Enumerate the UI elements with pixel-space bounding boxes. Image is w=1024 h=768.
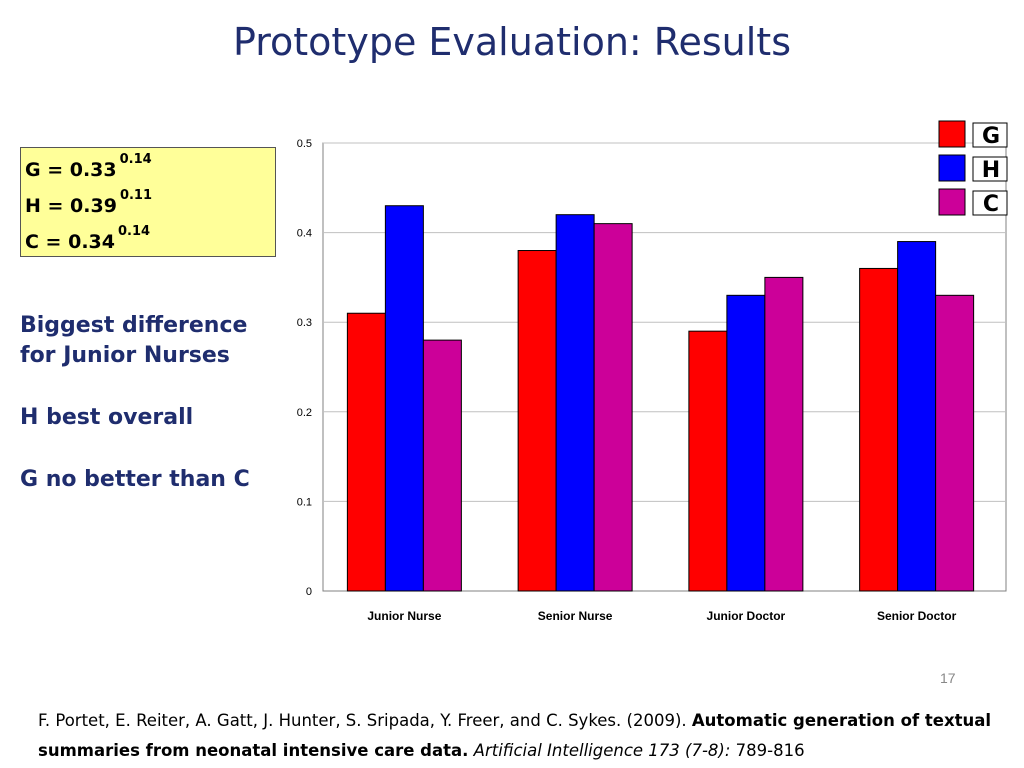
legend-label-box xyxy=(972,156,1008,182)
legend-swatch-c xyxy=(938,188,966,216)
bar-g xyxy=(688,330,728,592)
bar-g xyxy=(859,267,899,592)
citation-journal: Artificial Intelligence 173 (7-8): xyxy=(473,741,731,760)
note-biggest-difference: Biggest difference for Junior Nurses xyxy=(20,311,290,371)
legend-swatch-h xyxy=(938,154,966,182)
bar-g xyxy=(517,250,557,592)
x-tick-label: Junior Doctor xyxy=(707,609,786,623)
bar-h xyxy=(555,214,595,592)
stat-line-g: G = 0.33 0.14 xyxy=(25,152,271,188)
x-tick-label: Senior Nurse xyxy=(538,609,613,623)
bar-c xyxy=(593,223,633,592)
bar-h xyxy=(384,205,424,592)
stat-line-h: H = 0.39 0.11 xyxy=(25,188,271,224)
bar-g xyxy=(346,312,386,592)
stat-label: G = 0.33 xyxy=(25,159,117,181)
y-tick-label: 0.1 xyxy=(297,496,312,508)
note-g-no-better: G no better than C xyxy=(20,467,250,492)
note-line: for Junior Nurses xyxy=(20,343,230,368)
y-tick-label: 0 xyxy=(306,586,312,598)
legend-swatch-g xyxy=(938,120,966,148)
bar-chart: 0 0.1 0.2 0.3 0.4 0.5 Junior Nurse Senior Nurse… xyxy=(297,120,1008,623)
note-h-best: H best overall xyxy=(20,405,194,430)
bar-c xyxy=(422,339,462,592)
slide-title: Prototype Evaluation: Results xyxy=(233,20,791,64)
bar-c xyxy=(935,294,975,592)
stat-label: C = 0.34 xyxy=(25,231,115,253)
x-tick-label: Junior Nurse xyxy=(367,609,441,623)
citation-title: Automatic generation of textual summarie… xyxy=(38,711,992,760)
page-number: 17 xyxy=(940,670,956,686)
stat-label: H = 0.39 xyxy=(25,195,117,217)
citation: F. Portet, E. Reiter, A. Gatt, J. Hunter… xyxy=(38,706,998,766)
legend-label-box xyxy=(972,190,1008,216)
stat-line-c: C = 0.34 0.14 xyxy=(25,224,271,260)
y-tick-label: 0.3 xyxy=(297,317,312,329)
stat-sup: 0.14 xyxy=(119,152,152,167)
legend-label: C xyxy=(983,192,999,217)
bar-c xyxy=(764,276,804,592)
citation-pages: 789-816 xyxy=(735,741,805,760)
x-tick-label: Senior Doctor xyxy=(877,609,957,623)
y-tick-label: 0.2 xyxy=(297,407,312,419)
stat-sup: 0.14 xyxy=(117,224,151,239)
y-tick-label: 0.4 xyxy=(297,228,312,240)
citation-authors: F. Portet, E. Reiter, A. Gatt, J. Hunter… xyxy=(38,711,687,730)
stats-box: G = 0.33 0.14 H = 0.39 0.11 C = 0.34 0.14 xyxy=(20,147,276,257)
stat-sup: 0.11 xyxy=(119,188,153,203)
legend-label-box xyxy=(972,122,1008,148)
bar-h xyxy=(726,294,766,592)
legend-label: G xyxy=(982,124,1000,149)
note-line: Biggest difference xyxy=(20,313,248,338)
bar-h xyxy=(897,241,937,592)
y-tick-label: 0.5 xyxy=(297,138,312,150)
legend-label: H xyxy=(982,158,1000,183)
